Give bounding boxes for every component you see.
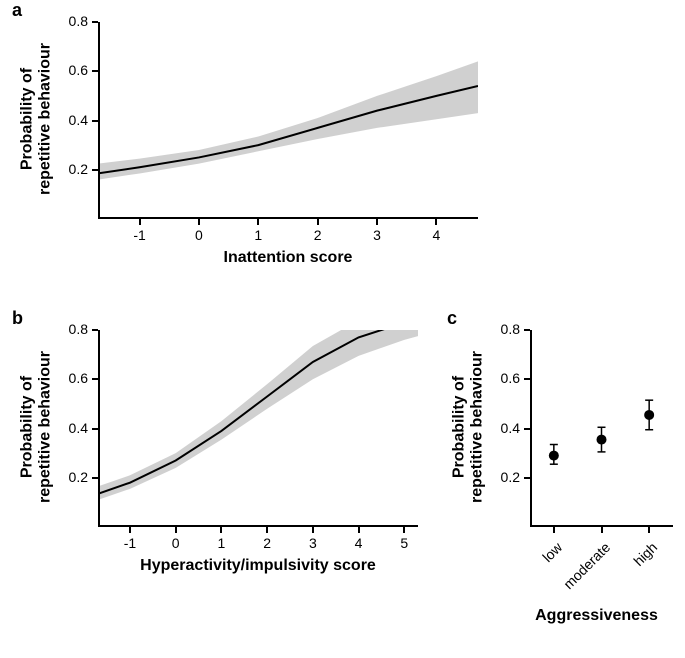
x-tick-label: 2 (308, 227, 328, 243)
x-tick-label: -1 (120, 535, 140, 551)
y-tick (92, 120, 98, 122)
x-tick-label: 1 (211, 535, 231, 551)
x-axis (98, 525, 418, 527)
panel-c-label: c (447, 308, 457, 329)
y-tick (92, 378, 98, 380)
x-tick-label: 4 (426, 227, 446, 243)
x-tick (220, 527, 222, 533)
x-axis-title: Aggressiveness (510, 607, 683, 625)
x-tick-label: 0 (189, 227, 209, 243)
y-tick (92, 169, 98, 171)
y-axis (98, 22, 100, 219)
x-tick (257, 219, 259, 225)
y-tick (92, 329, 98, 331)
x-tick (139, 219, 141, 225)
y-tick-label: 0.4 (69, 420, 88, 436)
x-tick (198, 219, 200, 225)
y-tick-label: 0.2 (69, 469, 88, 485)
x-axis-title: Hyperactivity/impulsivity score (98, 557, 418, 575)
y-tick (92, 477, 98, 479)
x-tick-label: 3 (367, 227, 387, 243)
y-axis-title: Probability ofrepetitive behaviour (18, 20, 54, 217)
figure-root: a b c 0.2 0.4 0.6 0.8 -1 0 1 2 3 4 Inattention sco… (0, 0, 685, 658)
y-tick (524, 378, 530, 380)
y-axis (98, 330, 100, 527)
y-tick-label: 0.2 (69, 161, 88, 177)
x-tick (358, 527, 360, 533)
panel-c-plot (530, 330, 673, 527)
x-tick (435, 219, 437, 225)
y-tick-label: 0.4 (501, 420, 520, 436)
x-tick (648, 527, 650, 533)
x-tick (553, 527, 555, 533)
x-tick (403, 527, 405, 533)
y-axis-title: Probability ofrepetitive behaviour (450, 328, 486, 525)
x-tick (376, 219, 378, 225)
x-tick (601, 527, 603, 533)
mean-marker (549, 451, 559, 461)
x-tick-label: 5 (394, 535, 414, 551)
x-tick-label: 0 (166, 535, 186, 551)
y-axis-title: Probability ofrepetitive behaviour (18, 328, 54, 525)
x-axis-title: Inattention score (98, 249, 478, 267)
panel-a-svg (98, 22, 478, 219)
x-tick (312, 527, 314, 533)
y-tick-label: 0.8 (501, 321, 520, 337)
y-tick (524, 477, 530, 479)
y-tick (524, 329, 530, 331)
y-tick-label: 0.6 (69, 370, 88, 386)
y-tick-label: 0.4 (69, 112, 88, 128)
x-axis (98, 217, 478, 219)
y-tick-label: 0.8 (69, 13, 88, 29)
mean-marker (597, 435, 607, 445)
y-axis (530, 330, 532, 527)
panel-b-svg (98, 330, 418, 527)
x-tick (129, 527, 131, 533)
panel-b-label: b (12, 308, 23, 329)
y-tick-label: 0.8 (69, 321, 88, 337)
panel-c-svg (530, 330, 673, 527)
panel-b-plot (98, 330, 418, 527)
y-tick (92, 70, 98, 72)
x-tick (317, 219, 319, 225)
confidence-band (98, 61, 478, 179)
y-tick-label: 0.6 (501, 370, 520, 386)
y-tick (524, 428, 530, 430)
x-tick-label: 1 (248, 227, 268, 243)
y-tick-label: 0.6 (69, 62, 88, 78)
y-tick-label: 0.2 (501, 469, 520, 485)
x-tick-label: 2 (257, 535, 277, 551)
x-tick-label: -1 (130, 227, 150, 243)
x-tick-label: 3 (303, 535, 323, 551)
x-tick (266, 527, 268, 533)
x-tick-label: 4 (349, 535, 369, 551)
x-tick (175, 527, 177, 533)
y-tick (92, 21, 98, 23)
mean-marker (644, 410, 654, 420)
y-tick (92, 428, 98, 430)
panel-a-plot (98, 22, 478, 219)
panel-a-label: a (12, 0, 22, 21)
